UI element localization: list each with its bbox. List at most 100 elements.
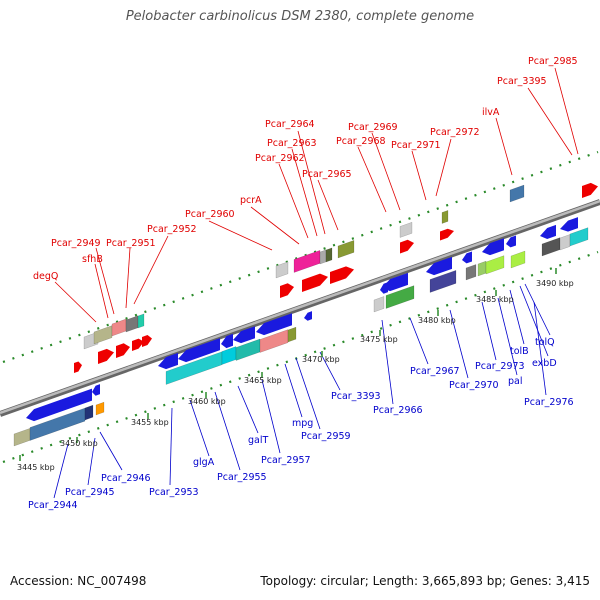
gene-label-pcar-2962[interactable]: Pcar_2962 [255, 153, 305, 164]
leader-line [99, 431, 123, 471]
gene-label-pcar-2949[interactable]: Pcar_2949 [51, 238, 101, 249]
gene-block [337, 239, 355, 259]
leader-line [435, 138, 452, 197]
kbp-label: 3455 kbp [131, 418, 169, 427]
leader-line [495, 117, 513, 176]
gene-label-pcar-2969[interactable]: Pcar_2969 [348, 122, 398, 133]
gene-label-pcar-2957[interactable]: Pcar_2957 [261, 455, 311, 466]
leader-line [250, 206, 300, 245]
gene-arrow [462, 251, 472, 264]
gene-label-pcar-2968[interactable]: Pcar_2968 [336, 136, 386, 147]
gene-arrow [132, 338, 144, 351]
gene-label-pcar-2970[interactable]: Pcar_2970 [449, 380, 499, 391]
gene-block [93, 325, 113, 345]
gene-label-tolq[interactable]: tolQ [535, 337, 555, 348]
gene-label-pcar-2973[interactable]: Pcar_2973 [475, 361, 525, 372]
gene-label-pcar-2976[interactable]: Pcar_2976 [524, 397, 574, 408]
kbp-label: 3490 kbp [536, 279, 574, 288]
leader-line [527, 87, 573, 156]
leader-line [524, 283, 551, 336]
leader-line [208, 220, 273, 251]
leader-line [519, 285, 549, 357]
gene-label-pcar-2967[interactable]: Pcar_2967 [410, 366, 460, 377]
gene-block [125, 315, 139, 333]
gene-block [373, 296, 385, 313]
gene-arrow [304, 311, 312, 321]
kbp-ticks [19, 268, 557, 461]
gene-arrow [74, 361, 82, 373]
gene-label-pal[interactable]: pal [508, 376, 523, 387]
kbp-label: 3460 kbp [188, 397, 226, 406]
gene-block [221, 346, 237, 365]
leader-line [533, 301, 547, 396]
gene-arrow [400, 239, 414, 254]
leader-line [409, 317, 429, 365]
lower-gene-labels: Pcar_2944 Pcar_2945 Pcar_2946 Pcar_2953 … [28, 337, 574, 511]
leader-line [381, 319, 394, 405]
gene-label-pcar-2963[interactable]: Pcar_2963 [267, 138, 317, 149]
gene-label-ilva[interactable]: ilvA [482, 107, 500, 118]
gene-label-exbd[interactable]: exbD [532, 358, 557, 369]
leader-line [125, 247, 131, 309]
gene-label-pcar-2951[interactable]: Pcar_2951 [106, 238, 156, 249]
upper-gene-labels: degQ sfhB Pcar_2949 Pcar_2951 Pcar_2952 … [33, 56, 578, 282]
gene-block [84, 404, 94, 421]
lower-leader-lines [53, 283, 551, 499]
gene-label-pcar-2971[interactable]: Pcar_2971 [391, 140, 441, 151]
gene-arrow [482, 238, 504, 256]
gene-label-pcar-2944[interactable]: Pcar_2944 [28, 500, 78, 511]
gene-block [510, 250, 526, 269]
gene-block [485, 255, 505, 275]
gene-label-pcra[interactable]: pcrA [240, 195, 262, 206]
gene-arrow [540, 224, 556, 239]
kbp-labels: 3445 kbp 3450 kbp 3455 kbp 3460 kbp 3465… [17, 279, 574, 472]
kbp-label: 3475 kbp [360, 335, 398, 344]
leader-line [317, 179, 339, 231]
gene-block [259, 329, 289, 353]
topology-text: Topology: circular; Length: 3,665,893 bp… [260, 574, 590, 588]
gene-label-pcar-2972[interactable]: Pcar_2972 [430, 127, 480, 138]
gene-label-pcar-2946[interactable]: Pcar_2946 [101, 473, 151, 484]
gene-label-sfhB[interactable]: sfhB [82, 254, 103, 265]
gene-block [287, 326, 297, 343]
gene-label-pcar-2955[interactable]: Pcar_2955 [217, 472, 267, 483]
gene-arrow [221, 333, 233, 349]
kbp-label: 3445 kbp [17, 463, 55, 472]
gene-label-pcar-2952[interactable]: Pcar_2952 [147, 224, 197, 235]
leader-line [319, 351, 341, 391]
leader-line [214, 391, 241, 471]
gene-label-galt[interactable]: galT [248, 435, 268, 446]
gene-arrow [382, 272, 408, 292]
gene-block [165, 351, 223, 385]
gene-arrow [302, 273, 328, 292]
leader-line [554, 67, 579, 155]
leader-line [284, 363, 303, 418]
leader-line [87, 437, 96, 486]
gene-label-pcar-2960[interactable]: Pcar_2960 [185, 209, 235, 220]
leader-line [291, 148, 318, 237]
gene-label-mpg[interactable]: mpg [292, 418, 313, 429]
gene-block [137, 313, 145, 329]
gene-label-pcar-2945[interactable]: Pcar_2945 [65, 487, 115, 498]
leader-line [95, 247, 115, 315]
gene-label-pcar-2964[interactable]: Pcar_2964 [265, 119, 315, 130]
gene-label-tolb[interactable]: tolB [510, 346, 529, 357]
gene-label-pcar-2953[interactable]: Pcar_2953 [149, 487, 199, 498]
gene-label-pcar-2966[interactable]: Pcar_2966 [373, 405, 423, 416]
gene-label-degQ[interactable]: degQ [33, 271, 58, 282]
gene-label-pcar-2959[interactable]: Pcar_2959 [301, 431, 351, 442]
gene-block [559, 234, 571, 251]
gene-block [95, 401, 105, 416]
gene-features [13, 182, 598, 447]
gene-label-glga[interactable]: glgA [193, 457, 215, 468]
leader-line [449, 309, 469, 379]
gene-label-pcar-2985[interactable]: Pcar_2985 [528, 56, 578, 67]
gene-arrow [280, 283, 294, 298]
gene-label-pcar-3393[interactable]: Pcar_3393 [331, 391, 381, 402]
gene-label-pcar-3395[interactable]: Pcar_3395 [497, 76, 547, 87]
leader-line [297, 130, 326, 235]
gene-label-pcar-2965[interactable]: Pcar_2965 [302, 169, 352, 180]
gene-block [541, 237, 561, 257]
gene-arrow [426, 256, 452, 276]
